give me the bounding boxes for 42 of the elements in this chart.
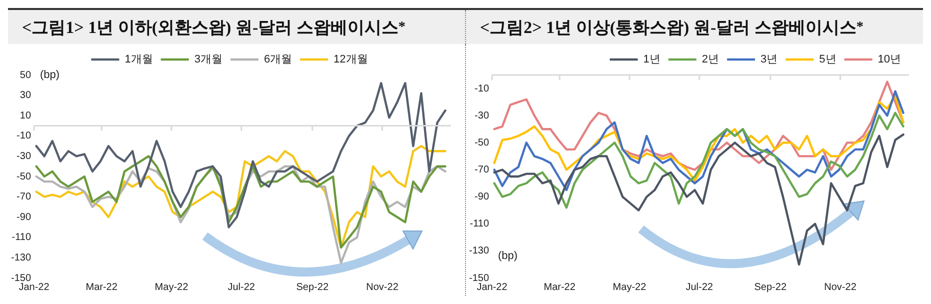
- y-tick-label: 30: [20, 90, 32, 102]
- y-tick-label: -150: [11, 272, 32, 284]
- y-tick-label: -130: [11, 252, 32, 264]
- y-tick-label: -30: [16, 150, 32, 162]
- x-tick-label: Jan-22: [18, 282, 50, 293]
- y-tick-label: -90: [474, 192, 490, 203]
- x-tick-label: Mar-22: [86, 282, 118, 293]
- legend-label: 12개월: [334, 54, 368, 66]
- x-tick-label: May-22: [154, 282, 189, 293]
- x-tick-label: May-22: [612, 282, 647, 293]
- x-tick-label: Jul-22: [686, 282, 714, 293]
- legend-label: 3개월: [194, 54, 222, 66]
- y-tick-label: -70: [474, 164, 490, 176]
- legend-label: 3년: [760, 54, 778, 66]
- y-tick-label: -150: [469, 272, 490, 284]
- y-tick-label: -110: [470, 218, 490, 230]
- y-axis-title: (bp): [40, 69, 60, 82]
- y-tick-label: -10: [16, 130, 32, 142]
- y-tick-label: -50: [16, 171, 32, 182]
- y-tick-label: -130: [469, 246, 490, 257]
- x-tick-label: Sep-22: [754, 282, 787, 293]
- y-tick-label: 50: [20, 70, 32, 81]
- y-tick-label: -90: [16, 212, 32, 223]
- y-tick-label: -110: [12, 232, 32, 244]
- x-tick-label: Mar-22: [544, 282, 576, 293]
- x-tick-label: Jan-22: [476, 282, 508, 293]
- x-tick-label: Jul-22: [228, 282, 256, 293]
- x-tick-label: Nov-22: [824, 282, 857, 293]
- legend-label: 5년: [819, 54, 836, 66]
- y-tick-label: -70: [16, 192, 32, 203]
- x-tick-label: Sep-22: [296, 282, 329, 293]
- y-tick-label: -10: [474, 83, 490, 94]
- y-tick-label: 10: [20, 110, 32, 122]
- x-tick-label: Nov-22: [366, 282, 399, 293]
- y-tick-label: -50: [474, 137, 490, 148]
- legend-label: 6개월: [264, 54, 292, 66]
- legend-label: 10년: [878, 54, 902, 66]
- legend-label: 2년: [702, 54, 720, 66]
- legend-label: 1개월: [124, 54, 153, 66]
- legend-label: 1년: [643, 54, 660, 66]
- y-tick-label: -30: [474, 110, 490, 122]
- y-axis-title: (bp): [498, 250, 518, 262]
